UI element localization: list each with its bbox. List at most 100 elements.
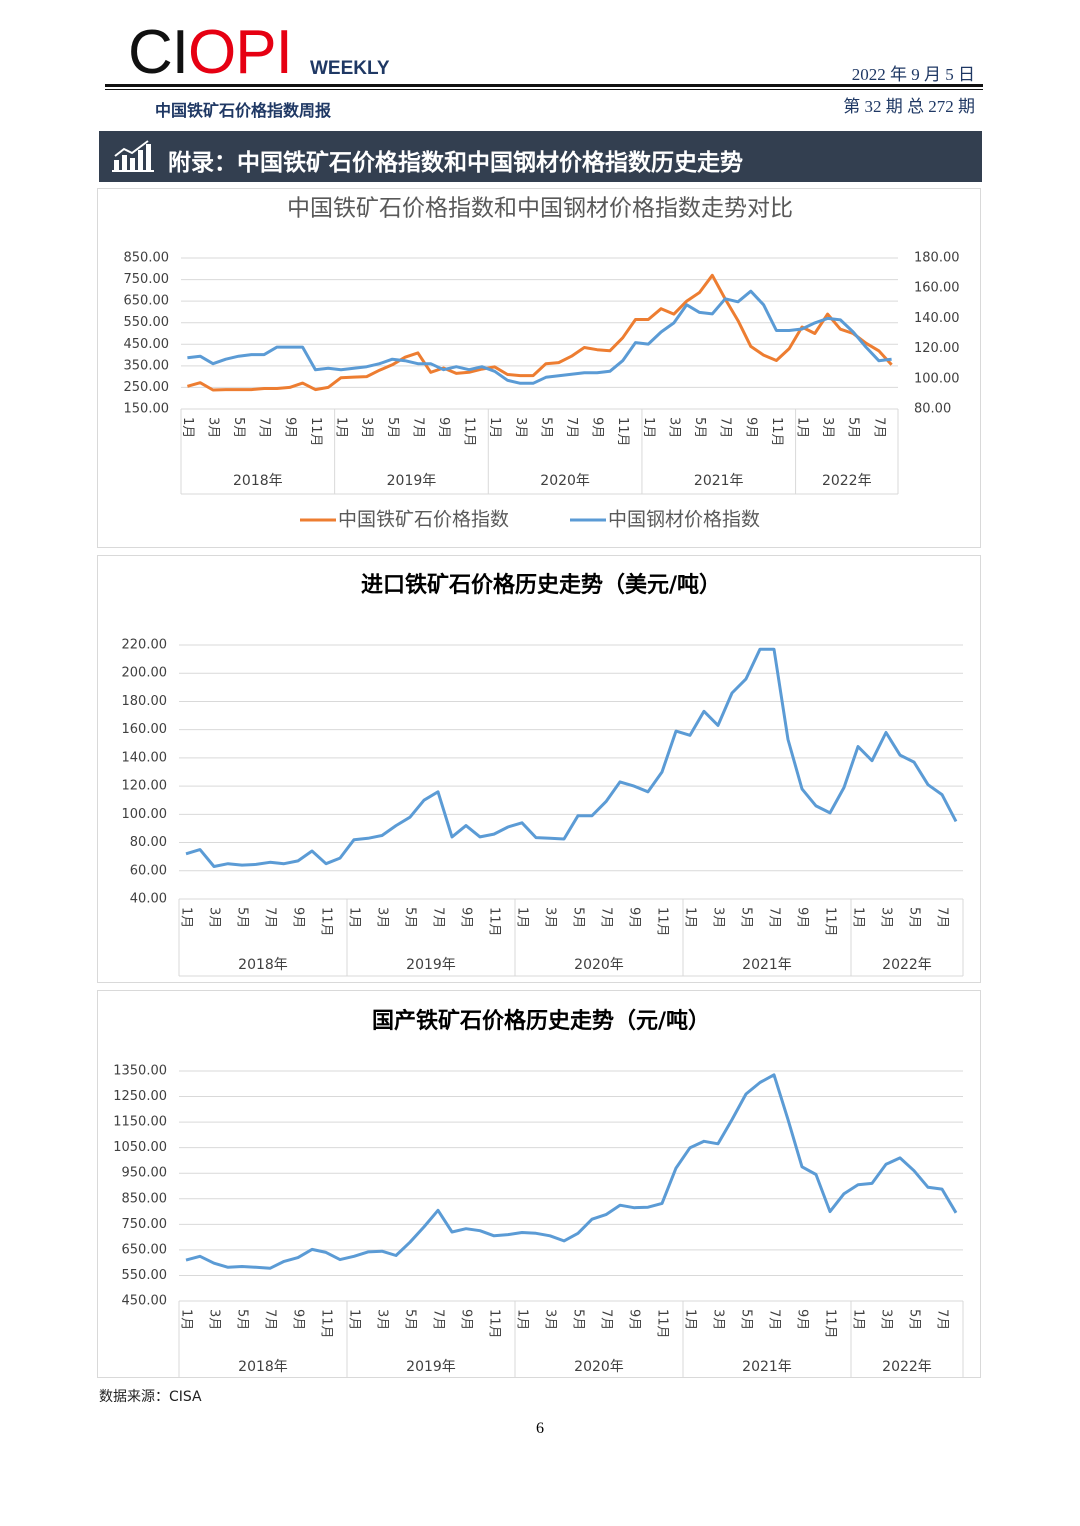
y-tick-label: 950.00 bbox=[122, 1166, 168, 1181]
x-tick-label: 5月 bbox=[403, 907, 418, 928]
y-tick-label: 550.00 bbox=[124, 315, 170, 330]
y-tick-label: 350.00 bbox=[124, 358, 170, 373]
x-tick-label: 11月 bbox=[615, 417, 630, 447]
x-tick-label: 3月 bbox=[359, 417, 374, 438]
x-tick-label: 5月 bbox=[403, 1309, 418, 1330]
x-tick-label: 11月 bbox=[823, 1309, 838, 1339]
y-tick-label: 850.00 bbox=[122, 1191, 168, 1206]
x-tick-label: 11月 bbox=[655, 1309, 670, 1339]
x-tick-label: 7月 bbox=[564, 417, 579, 438]
y-tick-label: 140.00 bbox=[122, 750, 168, 765]
x-tick-label: 3月 bbox=[711, 1309, 726, 1330]
x-tick-label: 1月 bbox=[179, 907, 194, 928]
y-tick-label: 1150.00 bbox=[113, 1115, 167, 1130]
x-tick-label: 1月 bbox=[487, 417, 502, 438]
x-tick-label: 7月 bbox=[263, 1309, 278, 1330]
chart-title: 中国铁矿石价格指数和中国钢材价格指数走势对比 bbox=[287, 196, 793, 222]
chart-title: 进口铁矿石价格历史走势（美元/吨） bbox=[361, 572, 721, 598]
x-tick-label: 9月 bbox=[795, 907, 810, 928]
x-tick-label: 7月 bbox=[599, 1309, 614, 1330]
y-tick-label: 120.00 bbox=[122, 779, 168, 794]
x-tick-label: 5月 bbox=[907, 1309, 922, 1330]
y2-tick-label: 80.00 bbox=[914, 402, 951, 417]
x-tick-label: 1月 bbox=[683, 907, 698, 928]
y-tick-label: 1250.00 bbox=[113, 1089, 167, 1104]
group-label: 2018年 bbox=[233, 473, 283, 489]
x-tick-label: 7月 bbox=[410, 417, 425, 438]
series-line bbox=[186, 273, 893, 392]
publication: 中国铁矿石价格指数周报 bbox=[155, 101, 332, 120]
x-tick-label: 5月 bbox=[235, 1309, 250, 1330]
x-tick-label: 7月 bbox=[718, 417, 733, 438]
issue: 第 32 期 总 272 期 bbox=[843, 97, 975, 116]
x-tick-label: 1月 bbox=[515, 1309, 530, 1330]
y2-tick-label: 100.00 bbox=[914, 371, 960, 386]
y-tick-label: 40.00 bbox=[130, 892, 167, 907]
x-tick-label: 7月 bbox=[257, 417, 272, 438]
section-title: 附录：中国铁矿石价格指数和中国钢材价格指数历史走势 bbox=[168, 150, 743, 176]
chart-title: 国产铁矿石价格历史走势（元/吨） bbox=[372, 1008, 710, 1034]
group-label: 2022年 bbox=[822, 473, 872, 489]
y-tick-label: 220.00 bbox=[122, 638, 168, 653]
x-tick-label: 1月 bbox=[347, 1309, 362, 1330]
y-tick-label: 450.00 bbox=[124, 337, 170, 352]
y-tick-label: 200.00 bbox=[122, 666, 168, 681]
x-tick-label: 11月 bbox=[487, 1309, 502, 1339]
x-tick-label: 9月 bbox=[590, 417, 605, 438]
x-tick-label: 3月 bbox=[543, 907, 558, 928]
x-tick-label: 1月 bbox=[641, 417, 656, 438]
x-tick-label: 9月 bbox=[291, 907, 306, 928]
y-tick-label: 250.00 bbox=[124, 380, 170, 395]
x-tick-label: 3月 bbox=[879, 907, 894, 928]
rule bbox=[105, 89, 983, 90]
logo-tag: WEEKLY bbox=[310, 58, 390, 79]
group-label: 2018年 bbox=[238, 957, 288, 973]
logo-red: OPI bbox=[188, 18, 293, 87]
x-tick-label: 7月 bbox=[935, 1309, 950, 1330]
x-tick-label: 3月 bbox=[513, 417, 528, 438]
y-tick-label: 750.00 bbox=[124, 272, 170, 287]
series-line bbox=[187, 289, 892, 385]
x-tick-label: 1月 bbox=[794, 417, 809, 438]
y-tick-label: 650.00 bbox=[124, 294, 170, 309]
x-tick-label: 9月 bbox=[459, 907, 474, 928]
chart: 进口铁矿石价格历史走势（美元/吨） 40.00 60.00 80.00 100.00 12… bbox=[97, 555, 981, 983]
x-tick-label: 3月 bbox=[666, 417, 681, 438]
y-tick-label: 650.00 bbox=[122, 1242, 168, 1257]
x-tick-label: 7月 bbox=[263, 907, 278, 928]
x-tick-label: 5月 bbox=[739, 907, 754, 928]
x-tick-label: 1月 bbox=[851, 1309, 866, 1330]
section-bar bbox=[99, 131, 982, 182]
x-tick-label: 1月 bbox=[851, 907, 866, 928]
logo: CIOPI bbox=[128, 18, 293, 88]
date: 2022 年 9 月 5 日 bbox=[851, 65, 975, 84]
x-tick-label: 9月 bbox=[627, 907, 642, 928]
x-tick-label: 3月 bbox=[207, 1309, 222, 1330]
x-tick-label: 1月 bbox=[515, 907, 530, 928]
x-tick-label: 1月 bbox=[334, 417, 349, 438]
y2-tick-label: 120.00 bbox=[914, 341, 960, 356]
group-label: 2019年 bbox=[387, 473, 437, 489]
x-tick-label: 11月 bbox=[655, 907, 670, 937]
x-tick-label: 3月 bbox=[375, 1309, 390, 1330]
x-tick-label: 5月 bbox=[739, 1309, 754, 1330]
chart: 国产铁矿石价格历史走势（元/吨） 450.00 550.00 650.00 750.00… bbox=[97, 990, 981, 1378]
x-tick-label: 7月 bbox=[767, 1309, 782, 1330]
x-tick-label: 1月 bbox=[683, 1309, 698, 1330]
x-tick-label: 11月 bbox=[319, 1309, 334, 1339]
rule bbox=[105, 84, 983, 87]
x-tick-label: 11月 bbox=[462, 417, 477, 447]
group-label: 2021年 bbox=[694, 473, 744, 489]
x-tick-label: 5月 bbox=[385, 417, 400, 438]
x-tick-label: 11月 bbox=[823, 907, 838, 937]
x-tick-label: 1月 bbox=[179, 1309, 194, 1330]
chart: 中国铁矿石价格指数和中国钢材价格指数走势对比 150.00 250.00 350.00… bbox=[97, 188, 981, 548]
group-label: 2020年 bbox=[574, 1359, 624, 1375]
y-tick-label: 450.00 bbox=[122, 1294, 168, 1309]
x-tick-label: 9月 bbox=[743, 417, 758, 438]
x-tick-label: 1月 bbox=[180, 417, 195, 438]
group-label: 2021年 bbox=[742, 1359, 792, 1375]
x-tick-label: 5月 bbox=[235, 907, 250, 928]
y-tick-label: 1350.00 bbox=[113, 1064, 167, 1079]
